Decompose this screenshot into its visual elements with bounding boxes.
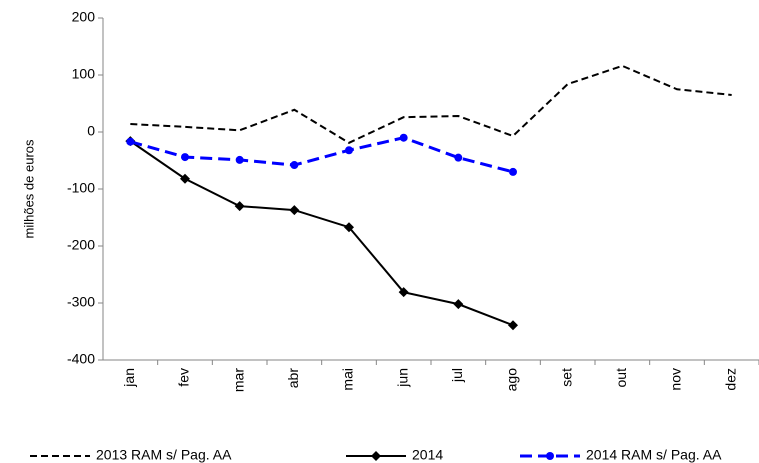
x-tick-label: mai	[340, 368, 356, 391]
y-axis-label: milhões de euros	[21, 139, 36, 238]
data-point	[126, 137, 135, 146]
series-line	[129, 140, 514, 327]
y-tick-label: -200	[67, 237, 95, 253]
y-tick-label: -400	[67, 351, 95, 367]
x-tick-label: jan	[121, 368, 137, 388]
series-line	[129, 136, 514, 174]
x-tick-label: abr	[285, 368, 301, 389]
y-tick-label: 100	[72, 66, 96, 82]
legend-marker	[546, 452, 554, 460]
x-tick-label: out	[613, 368, 629, 388]
x-tick-label: fev	[176, 368, 192, 387]
data-point	[399, 133, 408, 142]
x-tick-label: mar	[230, 368, 246, 392]
x-tick-label: jun	[394, 368, 410, 388]
legend-label: 2014	[412, 447, 443, 463]
data-point	[454, 153, 463, 162]
series-line	[130, 64, 732, 144]
data-point	[290, 161, 299, 170]
data-point	[509, 167, 517, 176]
x-tick-label: ago	[504, 368, 520, 392]
x-tick-label: set	[558, 368, 574, 387]
data-point	[344, 222, 354, 233]
x-tick-label: nov	[668, 368, 684, 391]
data-point	[453, 299, 464, 310]
y-tick-label: 0	[87, 123, 95, 139]
data-point	[234, 201, 245, 212]
data-point	[345, 146, 353, 155]
y-tick-label: 200	[72, 9, 96, 25]
data-point	[235, 155, 244, 164]
data-point	[181, 153, 189, 162]
x-tick-label: dez	[722, 368, 738, 391]
y-tick-label: -100	[67, 180, 95, 196]
x-tick-label: jul	[449, 368, 465, 383]
legend-label: 2014 RAM s/ Pag. AA	[586, 447, 722, 463]
data-point	[508, 320, 518, 331]
legend-label: 2013 RAM s/ Pag. AA	[96, 447, 232, 463]
data-point	[289, 205, 300, 216]
legend-marker	[371, 451, 381, 461]
y-tick-label: -300	[67, 294, 95, 310]
data-point	[398, 287, 409, 298]
data-point	[180, 173, 190, 184]
